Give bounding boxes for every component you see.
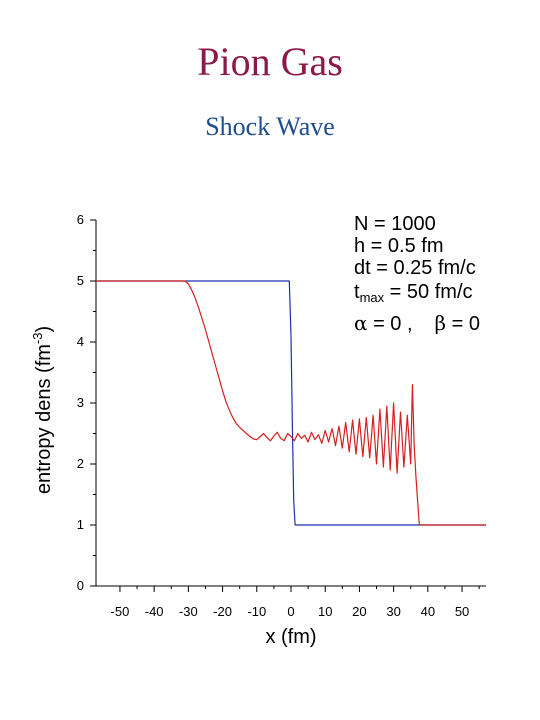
- y-tick-label: 0: [77, 578, 84, 593]
- series-layer: [96, 280, 486, 526]
- y-axis-title-part-3: fm: [33, 344, 55, 366]
- param-tmax-symbol: t: [354, 281, 360, 303]
- y-tick-label: 2: [77, 456, 84, 471]
- slide-subtitle: Shock Wave: [205, 112, 335, 141]
- y-axis-title-part-1: entropy de: [33, 400, 55, 495]
- x-tick-label: -10: [247, 604, 266, 619]
- y-tick-label: 1: [77, 517, 84, 532]
- x-tick-label: 0: [287, 604, 294, 619]
- svg-text:entropy dens (fm-3): entropy dens (fm-3): [30, 326, 55, 494]
- y-tick-label: 5: [77, 273, 84, 288]
- y-axis: 0 1 2 3 4 5 6: [77, 212, 97, 593]
- x-tick-label: 20: [352, 604, 366, 619]
- x-tick-label: 30: [386, 604, 400, 619]
- param-tmax-value: = 50 fm/c: [384, 281, 472, 303]
- alpha-symbol: α: [354, 311, 368, 335]
- param-n: N = 1000: [354, 213, 436, 235]
- y-tick-label: 4: [77, 334, 84, 349]
- y-tick-label: 3: [77, 395, 84, 410]
- y-tick-label: 6: [77, 212, 84, 227]
- y-axis-title-part-2: ns (: [33, 366, 55, 400]
- param-tmax-subscript: max: [360, 290, 385, 305]
- x-tick-label: -30: [179, 604, 198, 619]
- parameter-box: N = 1000 h = 0.5 fm dt = 0.25 fm/c tmax …: [354, 213, 480, 335]
- param-tmax: tmax = 50 fm/c: [354, 281, 473, 305]
- y-axis-title: entropy dens (fm-3): [30, 326, 55, 494]
- x-tick-label: -50: [111, 604, 130, 619]
- x-tick-label: 50: [455, 604, 469, 619]
- y-axis-title-part-5: ): [33, 326, 55, 333]
- x-tick-label: -40: [145, 604, 164, 619]
- x-tick-label: 40: [421, 604, 435, 619]
- x-axis: -50 -40 -30 -20 -10 0 10 20 30 40 50: [96, 585, 486, 619]
- x-tick-label: 10: [318, 604, 332, 619]
- x-tick-label: -20: [213, 604, 232, 619]
- x-axis-title: x (fm): [265, 626, 316, 648]
- beta-value: = 0: [446, 313, 480, 335]
- y-axis-title-part-4: -3: [30, 333, 45, 345]
- param-h: h = 0.5 fm: [354, 235, 444, 257]
- beta-symbol: β: [435, 311, 447, 335]
- slide-title: Pion Gas: [197, 39, 343, 84]
- alpha-value: = 0 ,: [368, 313, 413, 335]
- param-dt: dt = 0.25 fm/c: [354, 257, 476, 279]
- param-alpha-beta: α = 0 , β = 0: [354, 311, 480, 335]
- blue-series-line: [96, 280, 486, 526]
- red-series-line: [96, 280, 486, 526]
